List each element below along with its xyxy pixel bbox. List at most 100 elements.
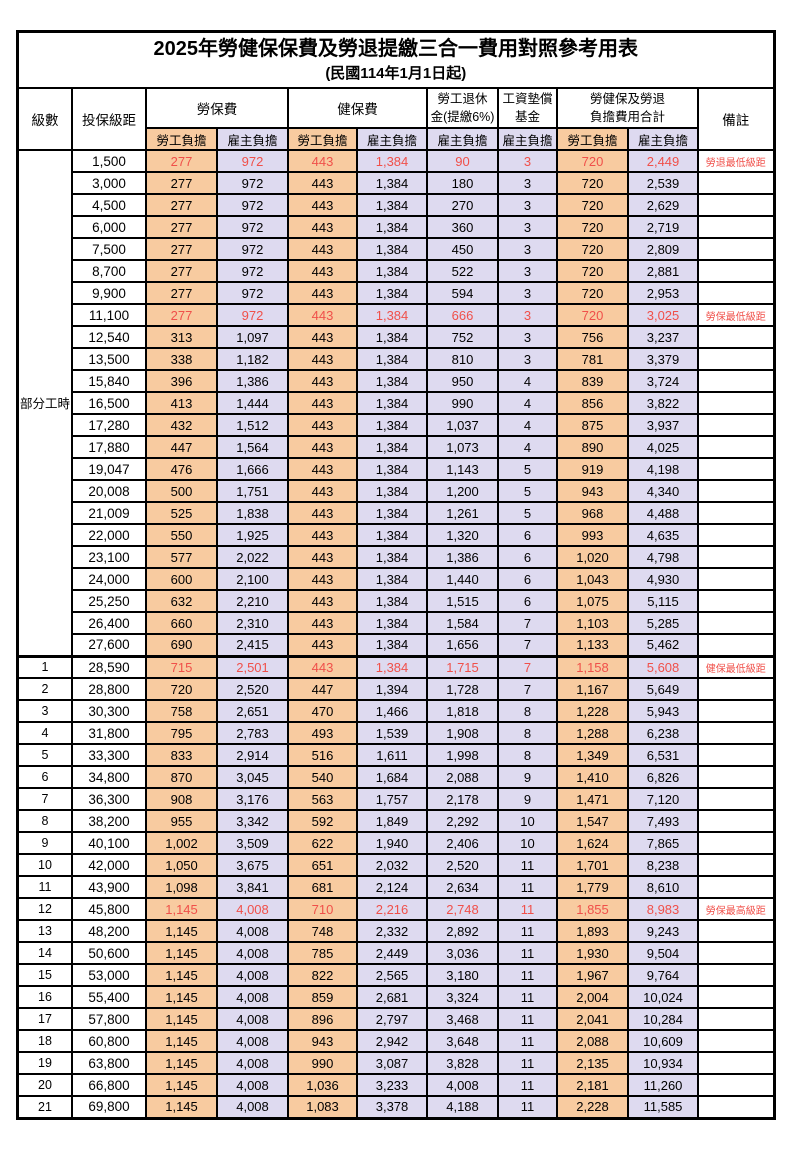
- cell-bracket: 34,800: [71, 765, 148, 789]
- cell-pension: 1,440: [426, 567, 500, 591]
- cell-level: 10: [16, 853, 74, 877]
- cell-level: 2: [16, 677, 74, 701]
- cell-tot-er: 3,379: [627, 347, 700, 371]
- cell-level: 16: [16, 985, 74, 1009]
- cell-li-er: 3,045: [216, 765, 290, 789]
- table-row: 部分工時 1,500 277 972 443 1,384 90 3 720 2,449 勞退最低級距: [16, 149, 776, 657]
- cell-fund: 6: [497, 545, 559, 569]
- cell-bracket: 8,700: [71, 259, 148, 283]
- table-row: 10 42,000 1,050 3,675 651 2,032 2,520 11 1,701 8,…: [16, 853, 776, 877]
- cell-hi-emp: 822: [287, 963, 359, 987]
- cell-fund: 6: [497, 567, 559, 591]
- cell-fund: 11: [497, 1051, 559, 1075]
- table-row: 19,047 476 1,666 443 1,384 1,143 5 919 4,198: [18, 457, 776, 481]
- cell-fund: 7: [497, 611, 559, 635]
- table-row: 27,600 690 2,415 443 1,384 1,656 7 1,133 5,462: [18, 633, 776, 657]
- cell-hi-er: 1,611: [356, 743, 429, 767]
- cell-hi-emp: 563: [287, 787, 359, 811]
- cell-tot-er: 11,585: [627, 1095, 700, 1119]
- cell-li-er: 1,097: [216, 325, 290, 349]
- cell-fund: 10: [497, 809, 559, 833]
- cell-bracket: 45,800: [71, 897, 148, 921]
- cell-fund: 3: [497, 149, 559, 173]
- cell-hi-er: 1,539: [356, 721, 429, 745]
- cell-bracket: 25,250: [71, 589, 148, 613]
- cell-li-er: 4,008: [216, 1029, 290, 1053]
- cell-fund: 7: [497, 633, 559, 657]
- cell-fund: 11: [497, 853, 559, 877]
- cell-note: [697, 259, 776, 283]
- cell-bracket: 13,500: [71, 347, 148, 371]
- cell-pension: 950: [426, 369, 500, 393]
- subheader-employer: 雇主負擔: [356, 127, 429, 151]
- cell-tot-er: 5,285: [627, 611, 700, 635]
- subheader-employee: 勞工負擔: [556, 127, 630, 151]
- cell-bracket: 26,400: [71, 611, 148, 635]
- cell-li-er: 3,176: [216, 787, 290, 811]
- cell-bracket: 43,900: [71, 875, 148, 899]
- cell-li-er: 4,008: [216, 1073, 290, 1097]
- cell-fund: 3: [497, 171, 559, 195]
- cell-li-er: 4,008: [216, 1007, 290, 1031]
- cell-note: [697, 237, 776, 261]
- cell-tot-er: 11,260: [627, 1073, 700, 1097]
- cell-note: [697, 567, 776, 591]
- cell-hi-er: 1,384: [356, 523, 429, 547]
- table-row: 3 30,300 758 2,651 470 1,466 1,818 8 1,228 5,943: [16, 699, 776, 723]
- cell-tot-emp: 2,088: [556, 1029, 630, 1053]
- cell-hi-er: 1,384: [356, 193, 429, 217]
- cell-hi-emp: 443: [287, 589, 359, 613]
- cell-tot-er: 2,953: [627, 281, 700, 305]
- cell-tot-emp: 2,135: [556, 1051, 630, 1075]
- cell-hi-emp: 622: [287, 831, 359, 855]
- cell-bracket: 15,840: [71, 369, 148, 393]
- table-row: 6 34,800 870 3,045 540 1,684 2,088 9 1,410 6,826: [16, 765, 776, 789]
- cell-li-emp: 715: [145, 654, 219, 679]
- cell-note: 勞保最高級距: [697, 897, 776, 921]
- cell-pension: 2,520: [426, 853, 500, 877]
- cell-tot-er: 4,340: [627, 479, 700, 503]
- cell-hi-emp: 443: [287, 654, 359, 679]
- cell-li-emp: 600: [145, 567, 219, 591]
- cell-hi-emp: 1,036: [287, 1073, 359, 1097]
- fee-reference-table: 2025年勞健保保費及勞退提繳三合一費用對照參考用表 (民國114年1月1日起)…: [16, 30, 776, 1120]
- cell-pension: 990: [426, 391, 500, 415]
- cell-bracket: 27,600: [71, 633, 148, 657]
- cell-li-emp: 313: [145, 325, 219, 349]
- cell-pension: 1,261: [426, 501, 500, 525]
- cell-hi-er: 1,684: [356, 765, 429, 789]
- cell-li-emp: 277: [145, 215, 219, 239]
- cell-bracket: 7,500: [71, 237, 148, 261]
- cell-fund: 4: [497, 435, 559, 459]
- cell-level: 7: [16, 787, 74, 811]
- cell-li-er: 1,564: [216, 435, 290, 459]
- cell-level: 3: [16, 699, 74, 723]
- cell-fund: 3: [497, 325, 559, 349]
- cell-fund: 8: [497, 699, 559, 723]
- cell-tot-er: 4,798: [627, 545, 700, 569]
- cell-pension: 2,088: [426, 765, 500, 789]
- page-subtitle: (民國114年1月1日起): [325, 64, 467, 82]
- cell-li-er: 2,415: [216, 633, 290, 657]
- cell-level: 6: [16, 765, 74, 789]
- cell-hi-er: 1,384: [356, 347, 429, 371]
- table-row: 19 63,800 1,145 4,008 990 3,087 3,828 11 2,135 10…: [16, 1051, 776, 1075]
- cell-fund: 8: [497, 743, 559, 767]
- cell-tot-er: 4,488: [627, 501, 700, 525]
- cell-hi-emp: 1,083: [287, 1095, 359, 1119]
- cell-tot-er: 8,238: [627, 853, 700, 877]
- cell-hi-emp: 710: [287, 897, 359, 921]
- table-row: 25,250 632 2,210 443 1,384 1,515 6 1,075 5,115: [18, 589, 776, 613]
- cell-li-er: 972: [216, 149, 290, 173]
- cell-level: 12: [16, 897, 74, 921]
- cell-note: [697, 853, 776, 877]
- cell-li-er: 1,386: [216, 369, 290, 393]
- table-row: 13 48,200 1,145 4,008 748 2,332 2,892 11 1,893 9,…: [16, 919, 776, 943]
- cell-li-er: 2,914: [216, 743, 290, 767]
- cell-li-emp: 1,145: [145, 1051, 219, 1075]
- cell-note: [697, 281, 776, 305]
- cell-hi-emp: 443: [287, 347, 359, 371]
- cell-tot-emp: 720: [556, 281, 630, 305]
- cell-note: [697, 325, 776, 349]
- cell-li-er: 1,925: [216, 523, 290, 547]
